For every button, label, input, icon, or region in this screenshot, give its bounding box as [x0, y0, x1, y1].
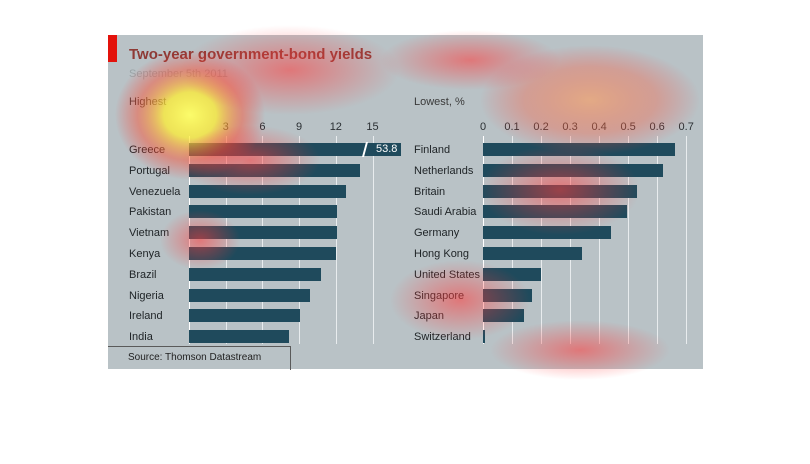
- right-tick-label: 0.7: [678, 121, 694, 133]
- right-gridline: [570, 136, 572, 344]
- left-category-label: Nigeria: [129, 289, 164, 302]
- right-category-label: Netherlands: [414, 164, 474, 177]
- left-category-label: India: [129, 331, 153, 344]
- right-category-label: Saudi Arabia: [414, 206, 477, 219]
- right-bar: [483, 205, 627, 219]
- right-bar: [483, 226, 611, 240]
- greece-value-label: 53.8: [370, 143, 402, 156]
- right-tick-label: 0: [479, 121, 487, 133]
- right-bar: [483, 184, 637, 198]
- left-gridline: [335, 136, 337, 344]
- right-tick-label: 0.6: [649, 121, 665, 133]
- chart-subtitle: September 5th 2011: [129, 68, 228, 80]
- right-gridline: [657, 136, 659, 344]
- left-category-label: Kenya: [129, 248, 161, 260]
- right-category-label: Finland: [414, 144, 451, 156]
- right-tick-label: 0.2: [533, 121, 549, 133]
- right-gridline: [628, 136, 630, 344]
- left-tick-label: 12: [329, 121, 342, 133]
- left-gridline: [299, 136, 301, 344]
- right-bar: [483, 309, 524, 323]
- right-category-label: Switzerland: [414, 331, 471, 344]
- right-gridline: [541, 136, 543, 344]
- left-tick-label: 3: [222, 121, 229, 133]
- left-bar: [189, 309, 301, 323]
- source-text: Source: Thomson Datastream: [128, 352, 262, 363]
- right-bar: [483, 143, 675, 156]
- left-category-label: Greece: [129, 144, 166, 156]
- left-tick-label: 6: [259, 121, 266, 133]
- left-category-label: Pakistan: [129, 206, 172, 219]
- left-bar: [189, 267, 322, 281]
- right-gridline: [686, 136, 688, 344]
- left-tick-label: 9: [296, 121, 303, 133]
- right-category-label: Hong Kong: [414, 248, 470, 260]
- left-bar: [189, 247, 336, 260]
- right-tick-label: 0.3: [562, 121, 578, 133]
- left-panel-label: Highest: [129, 96, 167, 108]
- right-category-label: United States: [414, 268, 481, 281]
- chart-title: Two-year government-bond yields: [129, 46, 373, 63]
- right-tick-label: 0.5: [620, 121, 636, 133]
- left-category-label: Ireland: [129, 310, 163, 323]
- left-bar: [189, 163, 361, 177]
- right-bar: [483, 330, 485, 344]
- left-bar: [189, 288, 311, 302]
- right-bar: [483, 288, 533, 302]
- left-bar: [189, 205, 338, 219]
- right-category-label: Japan: [414, 310, 444, 323]
- left-tick-label: 15: [366, 121, 379, 133]
- right-axis-line: [483, 136, 484, 344]
- right-gridline: [599, 136, 601, 344]
- left-category-label: Venezuela: [129, 185, 181, 198]
- right-category-label: Britain: [414, 185, 446, 198]
- right-bar: [483, 247, 582, 260]
- right-tick-label: 0.1: [504, 121, 520, 133]
- left-bar: [189, 330, 290, 344]
- right-bar: [483, 267, 542, 281]
- brand-red-tag: [108, 35, 117, 62]
- left-gridline: [262, 136, 264, 344]
- left-bar: [189, 226, 338, 240]
- left-category-label: Brazil: [129, 268, 157, 281]
- source-note: Source: Thomson Datastream: [108, 346, 291, 370]
- left-gridline: [372, 136, 374, 344]
- right-panel-label: Lowest, %: [414, 96, 465, 108]
- left-category-label: Portugal: [129, 164, 170, 177]
- right-gridline: [512, 136, 514, 344]
- right-category-label: Singapore: [414, 289, 465, 302]
- right-category-label: Germany: [414, 227, 460, 240]
- left-bar: [189, 184, 346, 198]
- right-bar: [483, 163, 663, 177]
- right-tick-label: 0.4: [591, 121, 607, 133]
- left-category-label: Vietnam: [129, 227, 170, 240]
